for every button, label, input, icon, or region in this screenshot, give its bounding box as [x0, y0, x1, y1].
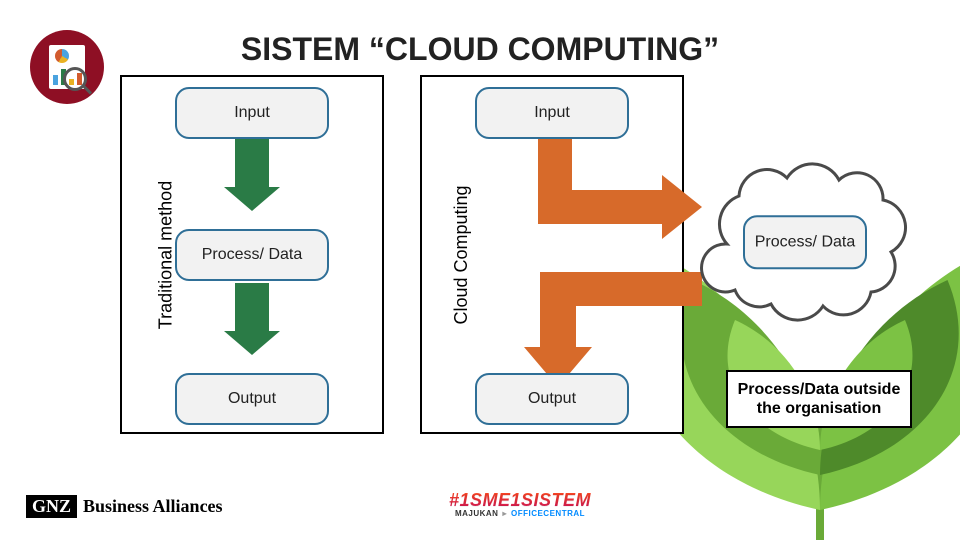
- node-output-trad: Output: [175, 373, 329, 425]
- business-alliances-text: Business Alliances: [83, 496, 223, 517]
- page-title: SISTEM “CLOUD COMPUTING”: [0, 31, 960, 68]
- arrow-input-process: [235, 139, 269, 211]
- panel-cloud: Cloud Computing Input Output: [420, 75, 684, 434]
- node-input-trad: Input: [175, 87, 329, 139]
- node-process-trad: Process/ Data: [175, 229, 329, 281]
- sme-sub: MAJUKAN ▸ OFFICECENTRAL: [455, 509, 585, 518]
- node-input-cloud: Input: [475, 87, 629, 139]
- analytics-icon: [30, 30, 104, 104]
- footer-gnz: GNZ Business Alliances: [26, 495, 223, 518]
- node-output-cloud: Output: [475, 373, 629, 425]
- arrow-process-output: [235, 283, 269, 355]
- arrow-input-to-cloud: [512, 135, 702, 245]
- footer-sme-logo: #1SME1SISTEM MAJUKAN ▸ OFFICECENTRAL: [405, 486, 635, 522]
- arrow-cloud-to-output-2: [512, 262, 702, 387]
- cloud-process-group: Process/ Data: [695, 150, 915, 340]
- note-process-outside: Process/Data outside the organisation: [726, 370, 912, 428]
- gnz-badge: GNZ: [26, 495, 77, 518]
- panel-traditional-label: Traditional method: [156, 180, 177, 328]
- panel-traditional: Traditional method Input Process/ Data O…: [120, 75, 384, 434]
- panel-cloud-label: Cloud Computing: [451, 185, 472, 324]
- node-process-cloud: Process/ Data: [743, 215, 867, 269]
- sme-main: #1SME1SISTEM: [449, 490, 591, 511]
